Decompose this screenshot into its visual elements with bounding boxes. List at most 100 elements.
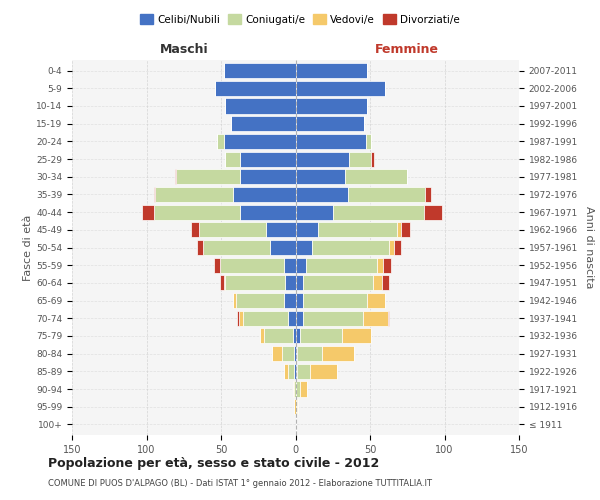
Bar: [296, 399, 297, 414]
Bar: [296, 187, 347, 202]
Bar: [296, 382, 300, 396]
Bar: [296, 258, 306, 272]
Bar: [241, 204, 296, 220]
Bar: [296, 116, 364, 131]
Bar: [306, 258, 377, 272]
Bar: [296, 328, 300, 344]
Bar: [296, 81, 385, 96]
Bar: [294, 382, 296, 396]
Bar: [303, 276, 373, 290]
Bar: [341, 328, 371, 344]
Bar: [217, 134, 224, 149]
Bar: [297, 399, 298, 414]
Bar: [284, 364, 288, 379]
Bar: [285, 276, 296, 290]
Bar: [303, 293, 367, 308]
Bar: [224, 276, 226, 290]
Bar: [294, 364, 296, 379]
Bar: [394, 240, 401, 255]
Bar: [297, 346, 322, 361]
Bar: [425, 187, 431, 202]
Bar: [297, 364, 310, 379]
Bar: [303, 310, 362, 326]
Bar: [310, 364, 337, 379]
Legend: Celibi/Nubili, Coniugati/e, Vedovi/e, Divorziati/e: Celibi/Nubili, Coniugati/e, Vedovi/e, Di…: [136, 10, 464, 29]
Bar: [300, 328, 341, 344]
Bar: [191, 222, 199, 238]
Bar: [215, 81, 296, 96]
Bar: [347, 187, 425, 202]
Bar: [397, 222, 401, 238]
Bar: [272, 346, 282, 361]
Bar: [373, 276, 382, 290]
Bar: [312, 240, 389, 255]
Bar: [284, 258, 296, 272]
Bar: [367, 293, 385, 308]
Bar: [296, 169, 344, 184]
Bar: [154, 204, 241, 220]
Bar: [362, 310, 388, 326]
Bar: [239, 310, 244, 326]
Bar: [382, 276, 389, 290]
Bar: [296, 293, 303, 308]
Bar: [155, 187, 233, 202]
Bar: [236, 293, 284, 308]
Bar: [233, 187, 296, 202]
Bar: [371, 152, 374, 166]
Bar: [296, 240, 312, 255]
Y-axis label: Anni di nascita: Anni di nascita: [584, 206, 593, 289]
Bar: [288, 364, 294, 379]
Bar: [300, 382, 307, 396]
Bar: [203, 240, 270, 255]
Bar: [244, 310, 288, 326]
Bar: [388, 310, 389, 326]
Bar: [318, 222, 397, 238]
Bar: [220, 276, 224, 290]
Bar: [296, 134, 365, 149]
Bar: [226, 98, 296, 114]
Bar: [294, 346, 296, 361]
Bar: [226, 276, 285, 290]
Bar: [294, 399, 296, 414]
Bar: [349, 152, 371, 166]
Bar: [241, 169, 296, 184]
Bar: [365, 134, 371, 149]
Bar: [284, 293, 296, 308]
Y-axis label: Fasce di età: Fasce di età: [23, 214, 33, 280]
Bar: [282, 346, 294, 361]
Bar: [293, 382, 294, 396]
Bar: [296, 204, 333, 220]
Bar: [296, 310, 303, 326]
Bar: [296, 63, 367, 78]
Bar: [383, 258, 391, 272]
Bar: [241, 152, 296, 166]
Bar: [293, 328, 296, 344]
Bar: [322, 346, 353, 361]
Bar: [199, 222, 266, 238]
Bar: [296, 98, 367, 114]
Bar: [296, 222, 318, 238]
Bar: [296, 152, 349, 166]
Bar: [224, 134, 296, 149]
Bar: [154, 187, 155, 202]
Bar: [266, 222, 296, 238]
Text: COMUNE DI PUOS D'ALPAGO (BL) - Dati ISTAT 1° gennaio 2012 - Elaborazione TUTTITA: COMUNE DI PUOS D'ALPAGO (BL) - Dati ISTA…: [48, 479, 432, 488]
Bar: [238, 310, 239, 326]
Bar: [197, 240, 203, 255]
Bar: [270, 240, 296, 255]
Bar: [175, 169, 176, 184]
Text: Maschi: Maschi: [160, 44, 208, 56]
Bar: [233, 293, 236, 308]
Bar: [226, 152, 241, 166]
Bar: [296, 276, 303, 290]
Bar: [296, 364, 297, 379]
Bar: [296, 346, 297, 361]
Text: Femmine: Femmine: [375, 44, 439, 56]
Bar: [264, 328, 293, 344]
Bar: [224, 63, 296, 78]
Bar: [344, 169, 407, 184]
Bar: [260, 328, 264, 344]
Text: Popolazione per età, sesso e stato civile - 2012: Popolazione per età, sesso e stato civil…: [48, 458, 379, 470]
Bar: [377, 258, 383, 272]
Bar: [288, 310, 296, 326]
